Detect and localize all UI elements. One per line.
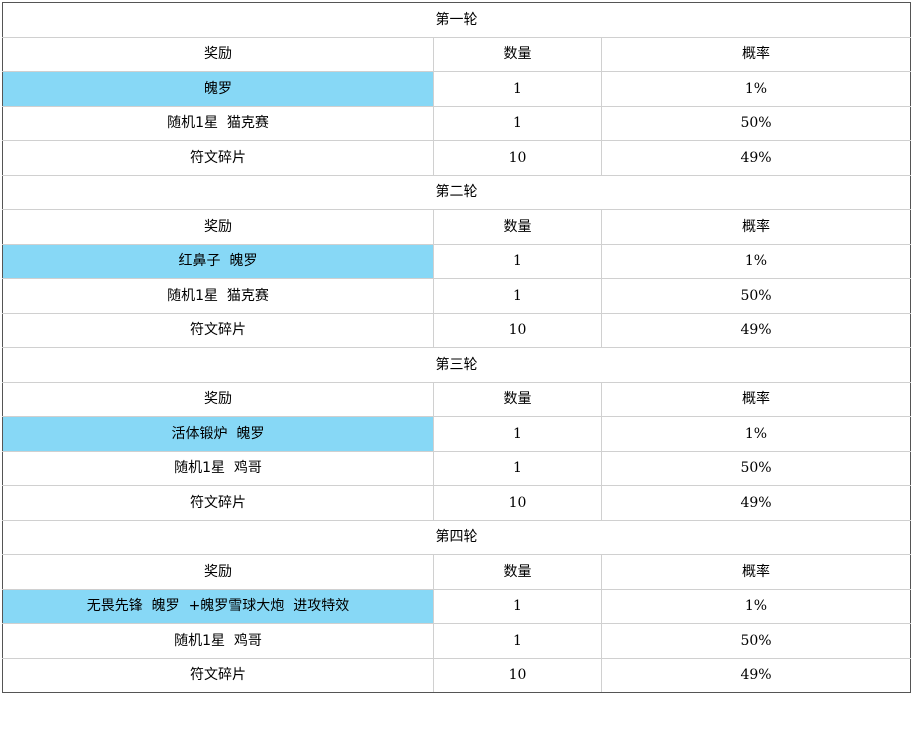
table-row: 符文碎片 10 49% <box>2 140 912 176</box>
header-row: 奖励 数量 概率 <box>2 554 912 590</box>
quantity-cell: 10 <box>433 312 602 348</box>
reward-cell: 符文碎片 <box>2 312 434 348</box>
quantity-cell: 1 <box>433 71 602 107</box>
reward-table: 第一轮 奖励 数量 概率 魄罗 1 1% 随机1星 猫克赛 1 50% 符文碎片… <box>1 2 912 693</box>
round-title: 第四轮 <box>1 519 912 555</box>
probability-cell: 1% <box>600 243 912 279</box>
probability-cell: 49% <box>600 312 912 348</box>
table-row: 随机1星 猫克赛 1 50% <box>2 105 912 141</box>
table-row: 符文碎片 10 49% <box>2 312 912 348</box>
header-reward: 奖励 <box>2 554 434 590</box>
header-probability: 概率 <box>600 381 912 417</box>
table-row: 魄罗 1 1% <box>2 71 912 107</box>
header-row: 奖励 数量 概率 <box>2 209 912 245</box>
probability-cell: 49% <box>600 140 912 176</box>
quantity-cell: 1 <box>433 450 602 486</box>
round-title-row: 第三轮 <box>1 347 912 383</box>
round-title-row: 第二轮 <box>1 174 912 210</box>
round-title: 第一轮 <box>1 2 912 38</box>
header-row: 奖励 数量 概率 <box>2 36 912 72</box>
probability-cell: 49% <box>600 485 912 521</box>
header-probability: 概率 <box>600 554 912 590</box>
reward-cell: 魄罗 <box>2 71 434 107</box>
table-row: 活体锻炉 魄罗 1 1% <box>2 416 912 452</box>
header-probability: 概率 <box>600 209 912 245</box>
probability-cell: 1% <box>600 416 912 452</box>
probability-cell: 49% <box>600 657 912 693</box>
table-row: 无畏先锋 魄罗 +魄罗雪球大炮 进攻特效 1 1% <box>2 588 912 624</box>
quantity-cell: 10 <box>433 485 602 521</box>
quantity-cell: 10 <box>433 140 602 176</box>
quantity-cell: 1 <box>433 623 602 659</box>
table-row: 红鼻子 魄罗 1 1% <box>2 243 912 279</box>
quantity-cell: 1 <box>433 105 602 141</box>
reward-cell: 随机1星 猫克赛 <box>2 278 434 314</box>
probability-cell: 1% <box>600 71 912 107</box>
probability-cell: 50% <box>600 278 912 314</box>
header-probability: 概率 <box>600 36 912 72</box>
header-quantity: 数量 <box>433 209 602 245</box>
round-title: 第二轮 <box>1 174 912 210</box>
reward-cell: 随机1星 鸡哥 <box>2 450 434 486</box>
reward-cell: 无畏先锋 魄罗 +魄罗雪球大炮 进攻特效 <box>2 588 434 624</box>
reward-cell: 活体锻炉 魄罗 <box>2 416 434 452</box>
quantity-cell: 1 <box>433 278 602 314</box>
header-reward: 奖励 <box>2 209 434 245</box>
reward-cell: 符文碎片 <box>2 485 434 521</box>
table-row: 符文碎片 10 49% <box>2 485 912 521</box>
round-title-row: 第一轮 <box>1 2 912 38</box>
quantity-cell: 1 <box>433 416 602 452</box>
table-row: 符文碎片 10 49% <box>2 657 912 693</box>
header-reward: 奖励 <box>2 36 434 72</box>
header-quantity: 数量 <box>433 381 602 417</box>
table-row: 随机1星 猫克赛 1 50% <box>2 278 912 314</box>
probability-cell: 50% <box>600 623 912 659</box>
reward-cell: 随机1星 猫克赛 <box>2 105 434 141</box>
header-reward: 奖励 <box>2 381 434 417</box>
round-title-row: 第四轮 <box>1 519 912 555</box>
reward-cell: 符文碎片 <box>2 657 434 693</box>
round-title: 第三轮 <box>1 347 912 383</box>
probability-cell: 50% <box>600 105 912 141</box>
header-row: 奖励 数量 概率 <box>2 381 912 417</box>
header-quantity: 数量 <box>433 554 602 590</box>
table-row: 随机1星 鸡哥 1 50% <box>2 450 912 486</box>
reward-cell: 符文碎片 <box>2 140 434 176</box>
probability-cell: 1% <box>600 588 912 624</box>
quantity-cell: 1 <box>433 588 602 624</box>
probability-cell: 50% <box>600 450 912 486</box>
header-quantity: 数量 <box>433 36 602 72</box>
quantity-cell: 1 <box>433 243 602 279</box>
quantity-cell: 10 <box>433 657 602 693</box>
reward-cell: 红鼻子 魄罗 <box>2 243 434 279</box>
reward-cell: 随机1星 鸡哥 <box>2 623 434 659</box>
table-row: 随机1星 鸡哥 1 50% <box>2 623 912 659</box>
